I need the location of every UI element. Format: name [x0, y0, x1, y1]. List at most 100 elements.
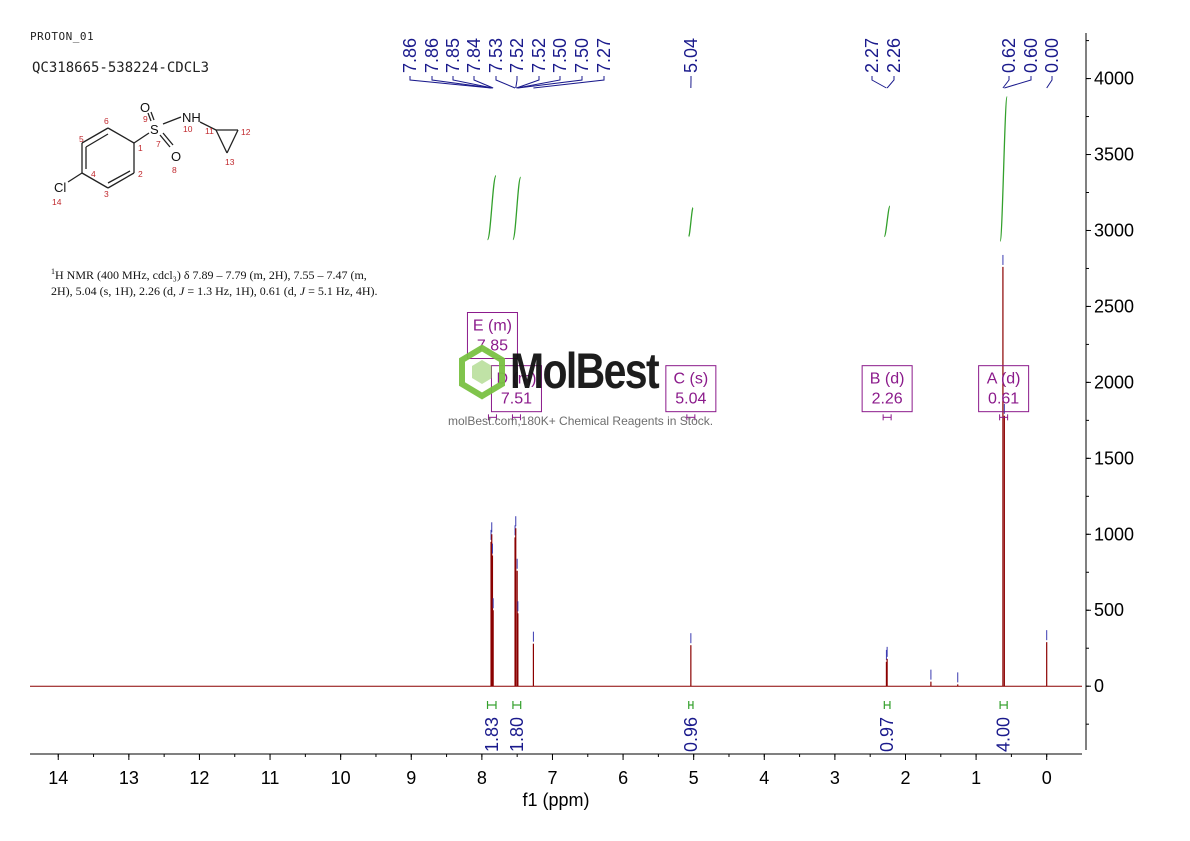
atom-number-8: 8: [172, 165, 177, 175]
peak-leader-line: [517, 76, 561, 89]
peak-leader-line: [409, 76, 492, 89]
x-tick-label: 11: [261, 768, 280, 788]
peak-shift-label: 0.60: [1021, 38, 1041, 73]
integral-curve: [486, 175, 497, 241]
watermark-hexagon-icon: [459, 344, 505, 400]
nmr-summary-line-1-text: H NMR (400 MHz, cdcl₃) δ 7.89 – 7.79 (m,…: [55, 268, 367, 282]
experiment-label: PROTON_01: [30, 30, 95, 43]
x-tick-label: 2: [900, 768, 910, 788]
atom-o9: O: [140, 100, 150, 115]
x-tick-label: 4: [759, 768, 769, 788]
x-tick-label: 13: [119, 768, 139, 788]
peak-shift-label: 7.52: [507, 38, 527, 73]
peak-leader-line: [1002, 76, 1010, 89]
y-tick-label: 3500: [1094, 145, 1134, 165]
multiplet-letter: D (m): [496, 371, 536, 388]
y-tick-label: 1000: [1094, 524, 1134, 544]
multiplet-shift: 7.51: [501, 391, 532, 408]
peak-shift-label: 0.62: [999, 38, 1019, 73]
nmr-summary-line-2-post: = 5.1 Hz, 4H).: [305, 284, 378, 298]
nmr-summary: 1H NMR (400 MHz, cdcl₃) δ 7.89 – 7.79 (m…: [51, 264, 378, 299]
integral-value: 0.97: [877, 717, 897, 752]
chemical-structure: O NH S O Cl 9 10 11 12 13 7 8 1 2 3 4 5 …: [52, 100, 251, 207]
peak-leader-line: [533, 76, 605, 89]
x-tick-label: 6: [618, 768, 628, 788]
multiplet-box: [466, 312, 518, 360]
atom-nh: NH: [182, 110, 201, 125]
atom-number-3: 3: [104, 189, 109, 199]
atom-number-13: 13: [225, 157, 235, 167]
peak-shift-label: 7.52: [529, 38, 549, 73]
sample-label: QC318665-538224-CDCL3: [32, 60, 210, 76]
nmr-summary-j1: J: [179, 284, 185, 298]
peak-shift-label: 7.50: [572, 38, 592, 73]
peak-shift-label: 7.84: [464, 38, 484, 73]
atom-number-6: 6: [104, 116, 109, 126]
x-tick-label: 9: [406, 768, 416, 788]
integral-value: 1.83: [482, 717, 502, 752]
y-tick-label: 2500: [1094, 296, 1134, 316]
peak-shift-label: 7.50: [550, 38, 570, 73]
x-tick-label: 5: [689, 768, 699, 788]
integral-curve: [512, 176, 522, 241]
atom-number-5: 5: [79, 134, 84, 144]
y-tick-label: 3000: [1094, 220, 1134, 240]
x-tick-label: 8: [477, 768, 487, 788]
peak-shift-label: 7.27: [594, 38, 614, 73]
peak-shift-label: 0.00: [1042, 38, 1062, 73]
nmr-summary-line-2-pre: 2H), 5.04 (s, 1H), 2.26 (d,: [51, 284, 179, 298]
multiplet-shift: 5.04: [675, 391, 706, 408]
x-tick-label: 12: [189, 768, 209, 788]
x-tick-label: 14: [48, 768, 68, 788]
atom-o8: O: [171, 149, 181, 164]
nmr-summary-superscript: 1: [51, 267, 55, 276]
atom-number-12: 12: [241, 127, 251, 137]
y-tick-label: 1500: [1094, 448, 1134, 468]
atom-number-1: 1: [138, 143, 143, 153]
peak-leader-line: [871, 76, 887, 89]
peak-leader-line: [517, 76, 583, 89]
multiplet-letter: A (d): [987, 371, 1021, 388]
multiplet-letter: E (m): [473, 318, 512, 335]
y-tick-label: 4000: [1094, 69, 1134, 89]
atom-number-9: 9: [143, 114, 148, 124]
y-tick-label: 2000: [1094, 372, 1134, 392]
peak-shift-label: 2.27: [862, 38, 882, 73]
multiplet-letter: C (s): [674, 371, 709, 388]
watermark-brand: MolBest: [510, 343, 660, 399]
nmr-summary-line-2: 2H), 5.04 (s, 1H), 2.26 (d, J = 1.3 Hz, …: [51, 283, 378, 299]
integral-value: 0.96: [681, 717, 701, 752]
multiplet-box: [978, 365, 1030, 413]
x-axis-title: f1 (ppm): [522, 790, 589, 810]
x-tick-label: 0: [1042, 768, 1052, 788]
multiplet-letter: B (d): [870, 371, 905, 388]
multiplet-shift: 0.61: [988, 391, 1019, 408]
x-tick-label: 10: [331, 768, 351, 788]
peak-leader-line: [452, 76, 493, 89]
peak-leader-line: [1046, 76, 1053, 89]
atom-number-14: 14: [52, 197, 62, 207]
x-tick-label: 7: [547, 768, 557, 788]
peak-shift-label: 7.85: [443, 38, 463, 73]
watermark: MolBest molBest.com,180K+ Chemical Reage…: [448, 340, 752, 430]
peak-shift-label: 5.04: [681, 38, 701, 73]
peak-shift-label: 7.86: [400, 38, 420, 73]
nmr-summary-j2: J: [299, 284, 306, 298]
integral-value: 4.00: [994, 717, 1014, 752]
peak-leader-line: [473, 76, 494, 89]
atom-number-2: 2: [138, 169, 143, 179]
peak-leader-line: [886, 76, 895, 89]
multiplet-box: [861, 365, 913, 413]
atom-cl: Cl: [54, 180, 66, 195]
nmr-summary-line-1: 1H NMR (400 MHz, cdcl₃) δ 7.89 – 7.79 (m…: [51, 264, 378, 283]
integral-value: 1.80: [507, 717, 527, 752]
peak-leader-line: [516, 76, 540, 89]
multiplet-shift: 2.26: [872, 391, 903, 408]
nmr-summary-line-2-mid: = 1.3 Hz, 1H), 0.61 (d,: [184, 284, 300, 298]
x-tick-label: 3: [830, 768, 840, 788]
atom-number-10: 10: [183, 124, 193, 134]
atom-number-4: 4: [91, 169, 96, 179]
y-tick-label: 500: [1094, 600, 1124, 620]
peak-leader-line: [431, 76, 492, 89]
